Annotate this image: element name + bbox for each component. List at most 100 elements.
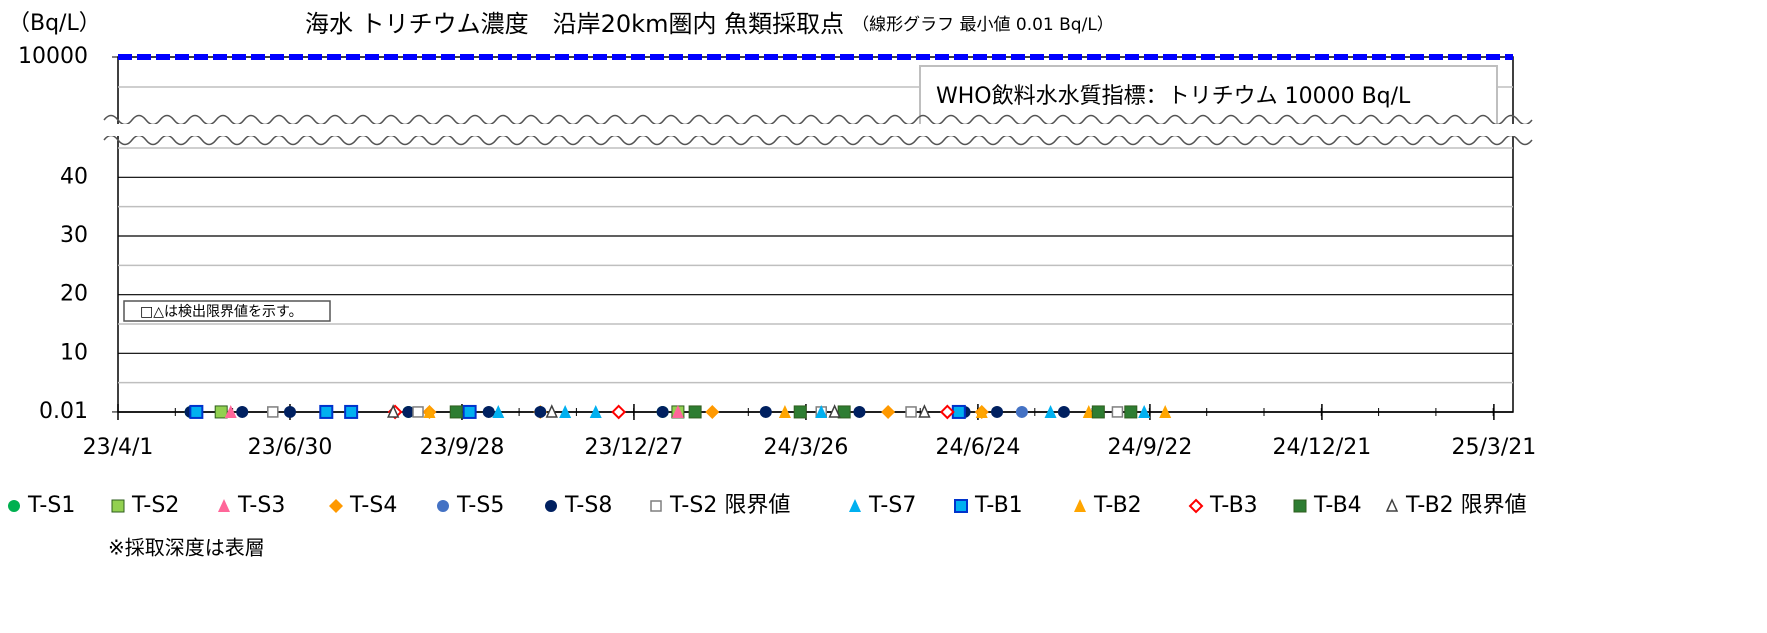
y-tick-label: 20 (60, 282, 88, 307)
note: □△は検出限界値を示す。 (140, 304, 303, 320)
chart-title: 海水 トリチウム濃度 沿岸20km圏内 魚類採取点 （線形グラフ 最小値 0.01… (305, 10, 1114, 38)
reference-label: WHO飲料水水質指標：トリチウム 10000 Bq/L (936, 84, 1411, 109)
legend-marker (218, 499, 230, 512)
x-tick-label: 24/6/24 (936, 435, 1021, 460)
legend-label: T-S7 (868, 493, 916, 518)
x-tick-label: 23/6/30 (248, 435, 333, 460)
point (778, 404, 791, 418)
legend-marker (8, 500, 20, 512)
axis-break-wave (103, 114, 1533, 126)
point (224, 404, 237, 418)
legend-label: T-B4 (1313, 493, 1362, 518)
legend-label: T-B1 (974, 493, 1023, 518)
point (482, 405, 495, 418)
point (1091, 405, 1105, 419)
point (671, 404, 684, 418)
point (236, 405, 249, 418)
point (492, 404, 505, 418)
point (319, 404, 334, 419)
legend-marker (1385, 498, 1399, 512)
legend-marker (1293, 499, 1307, 513)
point (688, 405, 702, 419)
point (1138, 404, 1151, 418)
axis-break-wave (103, 134, 1533, 146)
legend-marker (545, 500, 557, 512)
y-tick-label: 10000 (18, 44, 88, 69)
point (449, 405, 463, 419)
point (387, 404, 400, 418)
title: 海水 トリチウム濃度 沿岸20km圏内 魚類採取点 (305, 10, 844, 38)
point (412, 406, 424, 418)
point (189, 404, 204, 419)
axis-break-gap (98, 124, 1533, 136)
legend-label: T-S1 (27, 493, 75, 518)
x-tick-label: 23/4/1 (83, 435, 154, 460)
point (828, 404, 841, 418)
point (423, 404, 436, 418)
point (462, 404, 477, 419)
point (545, 404, 558, 418)
point (853, 405, 866, 418)
point (905, 406, 917, 418)
point (611, 404, 627, 420)
legend-label: T-B2 (1093, 493, 1142, 518)
point (283, 405, 296, 418)
reference-label-box (919, 65, 1498, 127)
legend-marker (954, 499, 968, 513)
point (402, 405, 415, 418)
y-tick-label: 40 (60, 164, 88, 189)
legend-label: T-S8 (564, 493, 612, 518)
point (656, 405, 669, 418)
legend-marker (1074, 499, 1086, 512)
x-tick-label: 24/3/26 (764, 435, 849, 460)
legend-marker (849, 499, 861, 512)
point (1159, 404, 1172, 418)
point (815, 404, 828, 418)
legend-marker (1188, 498, 1204, 514)
legend-label: T-S2 (131, 493, 179, 518)
legend-marker (437, 500, 449, 512)
x-tick-label: 24/12/21 (1272, 435, 1371, 460)
footnote: ※採取深度は表層 (108, 536, 265, 560)
point (1124, 405, 1138, 419)
x-tick-label: 23/9/28 (420, 435, 505, 460)
legend-label: T-S4 (349, 493, 397, 518)
point (991, 405, 1004, 418)
point (918, 404, 931, 418)
legend-label: T-S5 (456, 493, 504, 518)
point (1057, 405, 1070, 418)
point (1044, 404, 1057, 418)
y-tick-label: 30 (60, 223, 88, 248)
point (793, 405, 807, 419)
point (975, 404, 988, 418)
point (559, 404, 572, 418)
legend-marker (329, 499, 343, 513)
point (837, 405, 851, 419)
point (939, 404, 955, 420)
point (1015, 405, 1028, 418)
y-axis-label: （Bq/L） (8, 11, 101, 36)
point (214, 405, 228, 419)
legend-label: T-S3 (237, 493, 285, 518)
legend-marker (111, 499, 125, 513)
legend-label: T-B2 限界値 (1405, 493, 1527, 518)
point (267, 406, 279, 418)
x-tick-label: 24/9/22 (1108, 435, 1193, 460)
x-tick-label: 25/3/21 (1451, 435, 1536, 460)
point (759, 405, 772, 418)
legend-label: T-B3 (1209, 493, 1258, 518)
y-tick-label: 10 (60, 340, 88, 365)
point (589, 404, 602, 418)
y-tick-label: 0.01 (39, 399, 88, 424)
x-tick-label: 23/12/27 (585, 435, 684, 460)
point (1111, 406, 1124, 418)
legend-label: T-S2 限界値 (669, 493, 790, 518)
point (881, 404, 896, 419)
point (534, 405, 547, 418)
point (344, 404, 359, 419)
point (1082, 404, 1095, 418)
legend-marker (650, 500, 662, 512)
point (705, 404, 720, 419)
subtitle: （線形グラフ 最小値 0.01 Bq/L） (852, 15, 1114, 35)
